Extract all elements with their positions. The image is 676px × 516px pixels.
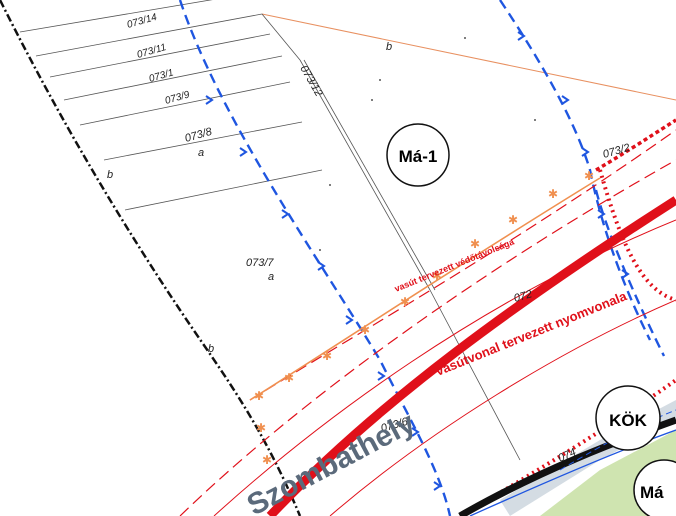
road-edge — [559, 409, 676, 471]
zone-ma-circle — [633, 459, 676, 516]
railway-thin-line — [329, 299, 676, 516]
parcel-label-073-7-sub: a — [268, 271, 274, 283]
orange-boundary-line — [261, 13, 676, 101]
svg-text:✱: ✱ — [584, 169, 594, 183]
zone-kok-circle — [595, 385, 661, 451]
parcel-sub-b1: b — [386, 41, 392, 53]
svg-text:✱: ✱ — [322, 349, 332, 363]
parcel-label-072: 072 — [513, 288, 534, 305]
zone-ma-partial-label: Má — [640, 483, 664, 502]
railway-thin-line-2 — [213, 219, 676, 516]
zone-kok-label: KÖK — [609, 411, 648, 430]
svg-text:✱: ✱ — [508, 213, 518, 227]
zone-ma1-label: Má-1 — [399, 147, 438, 166]
svg-text:✱: ✱ — [284, 371, 294, 385]
zone-dotted-boundary — [459, 169, 676, 516]
svg-text:✱: ✱ — [470, 237, 480, 251]
svg-text:✱: ✱ — [254, 389, 264, 403]
survey-dots — [319, 37, 536, 251]
svg-text:✱: ✱ — [548, 187, 558, 201]
protection-orange-line — [249, 177, 601, 401]
watercourse-lines — [178, 0, 666, 516]
parcel-label-073-8-sub: a — [198, 147, 204, 159]
watercourse-arrows — [205, 31, 630, 491]
svg-text:✱: ✱ — [262, 453, 272, 467]
parcel-lines — [19, 0, 521, 461]
boundary-line-dark — [0, 0, 302, 516]
railway-main-line — [266, 196, 676, 516]
svg-text:✱: ✱ — [432, 269, 442, 283]
railway-protection-dashed-2 — [249, 129, 676, 401]
svg-text:✱: ✱ — [256, 421, 266, 435]
svg-text:✱: ✱ — [400, 295, 410, 309]
railway-protection-dashed — [179, 159, 676, 516]
parcel-sub-b3: b — [208, 343, 214, 355]
parcel-label-073-7: 073/7 — [246, 257, 274, 269]
zone-ma1-circle — [386, 123, 450, 187]
road-blue-thin — [469, 429, 676, 516]
svg-text:✱: ✱ — [360, 323, 370, 337]
protection-markers: ✱ ✱ ✱ ✱ ✱ ✱ ✱ ✱ ✱ ✱ ✱ ✱ — [254, 169, 594, 467]
parcel-sub-b2: b — [107, 169, 113, 181]
